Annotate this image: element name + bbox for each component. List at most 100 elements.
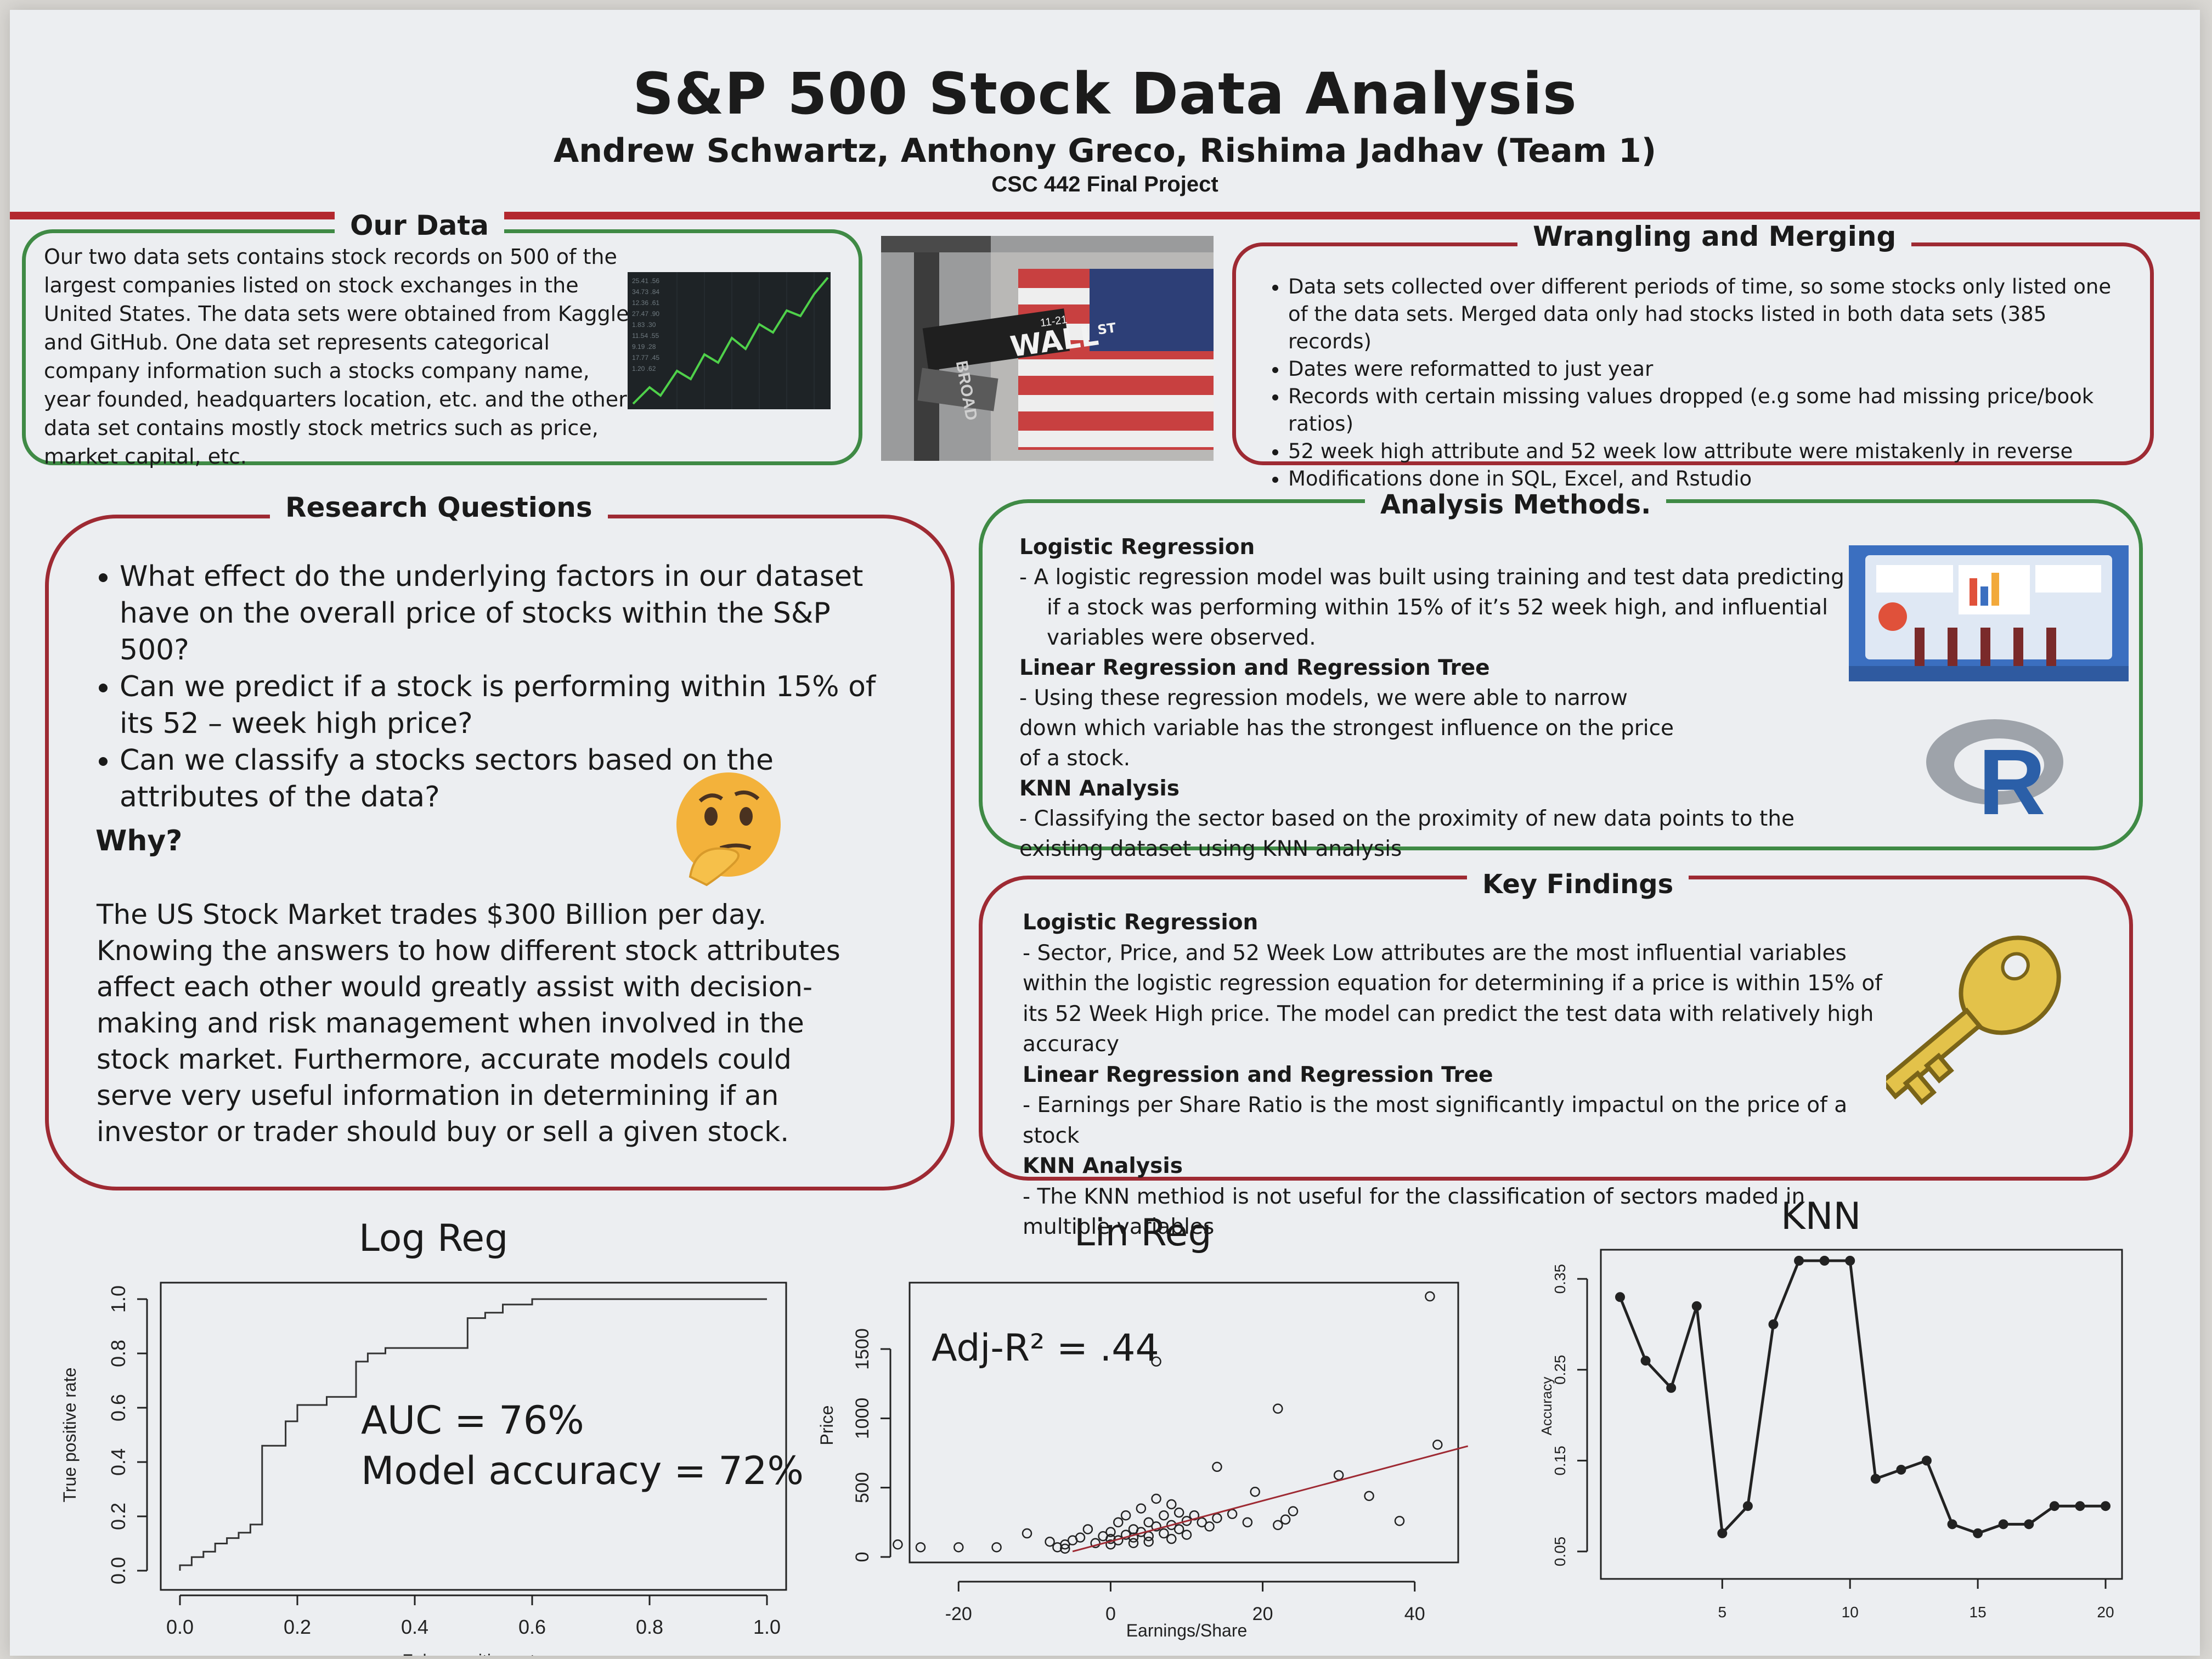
dashboard-illustration	[1849, 545, 2129, 681]
y-tick-label: 0.8	[107, 1340, 129, 1367]
scatter-point	[1159, 1528, 1169, 1539]
x-tick-label: 0	[1105, 1604, 1116, 1624]
scatter-point	[1022, 1528, 1032, 1539]
x-tick-label: -20	[945, 1604, 972, 1624]
scatter-point	[1151, 1493, 1161, 1504]
knn-point	[2101, 1501, 2111, 1511]
scatter-point	[1227, 1509, 1238, 1519]
plot-frame	[909, 1282, 1459, 1564]
x-tick-label: 0.6	[518, 1616, 546, 1638]
scatter-point	[1105, 1527, 1116, 1537]
wrangling-item: 52 week high attribute and 52 week low a…	[1288, 438, 2128, 465]
why-text: The US Stock Market trades $300 Billion …	[97, 899, 840, 1148]
scatter-point	[1204, 1521, 1215, 1532]
scatter-point	[1333, 1470, 1344, 1481]
scatter-point	[1166, 1520, 1177, 1531]
findings-text: Logistic Regression - Sector, Price, and…	[1023, 907, 1895, 1243]
x-tick-label: 0.2	[284, 1616, 311, 1638]
y-tick-label: 500	[852, 1472, 873, 1503]
scatter-point	[1173, 1524, 1184, 1534]
knn-point	[1973, 1528, 1983, 1538]
findings-heading: Key Findings	[1467, 869, 1689, 900]
scatter-point	[1045, 1536, 1055, 1547]
knn-point	[1666, 1383, 1677, 1393]
y-tick-label: 0.05	[1551, 1537, 1568, 1567]
header-divider	[10, 212, 2200, 219]
r-logo-icon: R	[1923, 710, 2066, 834]
scatter-point	[1364, 1491, 1374, 1502]
svg-text:12.36 .61: 12.36 .61	[632, 299, 659, 307]
logreg-chart-title: Log Reg	[359, 1217, 509, 1260]
x-tick-label: 1.0	[753, 1616, 781, 1638]
methods-logreg-heading: Logistic Regression	[1019, 535, 1255, 560]
poster-title: S&P 500 Stock Data Analysis	[633, 60, 1577, 127]
roc-curve	[179, 1298, 767, 1571]
wrangling-heading: Wrangling and Merging	[1517, 221, 1912, 252]
scatter-point	[1075, 1532, 1086, 1543]
svg-text:34.73 .84: 34.73 .84	[632, 288, 659, 296]
scatter-point	[1151, 1521, 1161, 1532]
knn-point	[2075, 1501, 2085, 1511]
scatter-point	[1060, 1543, 1070, 1554]
knn-accuracy-chart: 5 10 15 20 0.05 0.15 0.25 0.35 Accuracy	[1538, 1249, 2123, 1621]
methods-heading: Analysis Methods.	[1365, 489, 1667, 520]
scatter-point	[1151, 1356, 1161, 1367]
x-axis-label: False positive rate	[402, 1651, 545, 1656]
wrangling-item: Modifications done in SQL, Excel, and Rs…	[1288, 465, 2128, 493]
methods-knn-heading: KNN Analysis	[1019, 776, 1180, 801]
knn-point	[1921, 1455, 1932, 1466]
wrangling-item: Dates were reformatted to just year	[1288, 356, 2128, 383]
knn-point	[2024, 1519, 2034, 1530]
findings-knn-heading: KNN Analysis	[1023, 1154, 1183, 1178]
y-tick-label: 0.15	[1551, 1446, 1568, 1476]
knn-point	[1947, 1519, 1957, 1530]
svg-text:25.41 .56: 25.41 .56	[632, 277, 659, 285]
regression-fit-line	[1072, 1445, 1469, 1553]
research-questions: What effect do the underlying factors in…	[92, 558, 888, 816]
plot-frame	[160, 1282, 787, 1591]
scatter-point	[1166, 1533, 1177, 1544]
knn-point	[1717, 1528, 1728, 1538]
course-label: CSC 442 Final Project	[991, 172, 1218, 196]
scatter-point	[1173, 1507, 1184, 1518]
y-axis-label: Accuracy	[1538, 1377, 1555, 1436]
scatter-point	[1082, 1524, 1093, 1534]
scatter-point	[1432, 1440, 1443, 1450]
y-tick-label: 0.0	[107, 1557, 129, 1584]
scatter-point	[1090, 1538, 1101, 1548]
methods-logreg-text: - A logistic regression model was built …	[1019, 565, 1844, 650]
scatter-point	[1143, 1517, 1154, 1528]
logreg-roc-chart: 0.0 0.2 0.4 0.6 0.8 1.0 0.0 0.2 0.4 0.6 0.8 1.0 Fals…	[60, 1282, 787, 1656]
svg-text:27.47 .90: 27.47 .90	[632, 310, 659, 318]
our-data-text: Our two data sets contains stock records…	[44, 245, 629, 469]
scatter-point	[1288, 1506, 1299, 1516]
scatter-point	[1280, 1514, 1291, 1525]
linreg-adjr2-annotation: Adj-R² = .44	[932, 1327, 1159, 1370]
y-tick-label: 0.25	[1551, 1355, 1568, 1385]
scatter-point	[1212, 1513, 1222, 1523]
poster: S&P 500 Stock Data Analysis Andrew Schwa…	[10, 10, 2200, 1656]
scatter-point	[1060, 1539, 1070, 1550]
research-heading: Research Questions	[270, 492, 608, 523]
scatter-point	[1273, 1403, 1283, 1414]
wrangling-list: Data sets collected over different perio…	[1261, 273, 2128, 493]
linreg-chart-title: Lin Reg	[1074, 1211, 1212, 1255]
knn-point	[1998, 1519, 2008, 1530]
scatter-point	[893, 1539, 903, 1550]
x-tick-label: 5	[1718, 1604, 1727, 1621]
findings-logreg-heading: Logistic Regression	[1023, 910, 1259, 935]
scatter-point	[1120, 1510, 1131, 1521]
scatter-point	[915, 1542, 926, 1553]
our-data-heading: Our Data	[335, 210, 505, 241]
svg-text:1.83 .30: 1.83 .30	[632, 321, 656, 329]
scatter-point	[1113, 1517, 1124, 1528]
x-tick-label: 10	[1842, 1604, 1859, 1621]
knn-point	[1845, 1256, 1855, 1266]
knn-point	[1870, 1474, 1881, 1484]
x-tick-label: 20	[2097, 1604, 2114, 1621]
scatter-point	[1250, 1487, 1260, 1497]
y-tick-label: 0.6	[107, 1394, 129, 1421]
y-tick-label: 1000	[852, 1398, 873, 1440]
scatter-point	[1128, 1538, 1139, 1548]
knn-accuracy-line	[1618, 1259, 2106, 1537]
